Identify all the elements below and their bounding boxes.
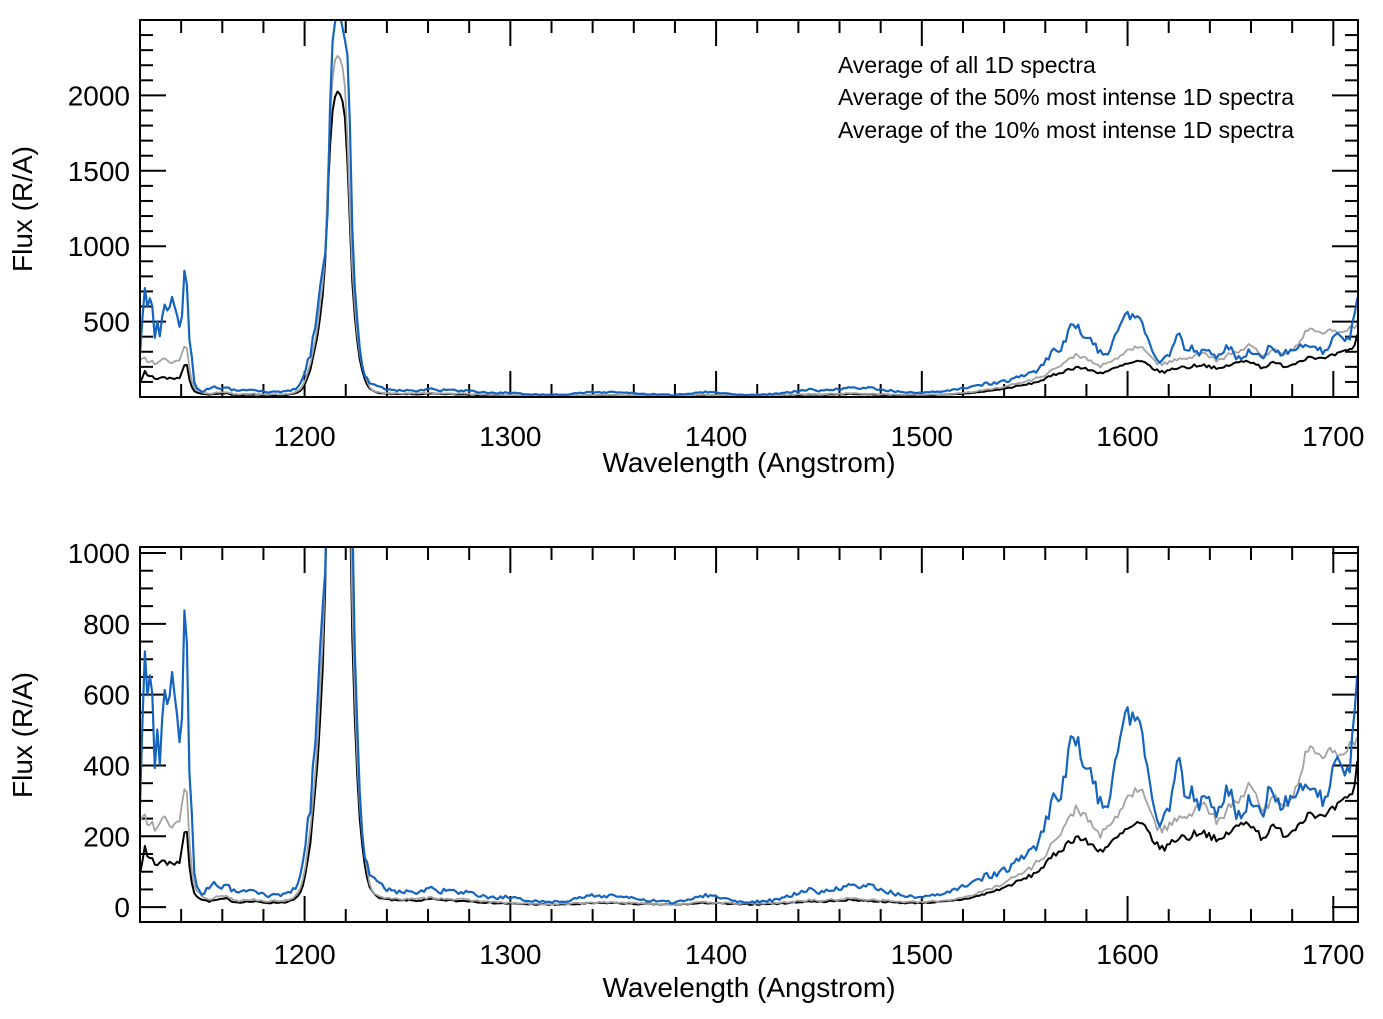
top-xaxis-label: Wavelength (Angstrom) (602, 447, 895, 478)
y-tick-label: 400 (83, 750, 130, 781)
series-line-1 (140, 547, 1358, 906)
x-tick-label: 1500 (891, 939, 953, 970)
plot-box (139, 546, 1359, 923)
y-tick-label: 500 (83, 307, 130, 338)
x-tick-label: 1400 (685, 939, 747, 970)
x-tick-label: 1200 (273, 421, 335, 452)
y-tick-label: 1500 (68, 156, 130, 187)
legend: Average of all 1D spectra Average of the… (838, 52, 1294, 143)
top-panel: 1200 1300 1400 1500 1600 1700 500 1000 1500 2000 (68, 19, 1364, 452)
y-tick-label: 1000 (68, 538, 130, 569)
legend-entry-10-percent: Average of the 10% most intense 1D spect… (838, 117, 1294, 143)
bottom-xaxis-label: Wavelength (Angstrom) (602, 972, 895, 1003)
x-tick-label: 1400 (685, 421, 747, 452)
y-tick-label: 2000 (68, 80, 130, 111)
series-line-2 (140, 20, 1358, 397)
series-line-2 (140, 547, 1358, 905)
x-tick-label: 1700 (1302, 939, 1364, 970)
y-tick-label: 1000 (68, 231, 130, 262)
legend-entry-50-percent: Average of the 50% most intense 1D spect… (838, 84, 1294, 110)
x-tick-label: 1600 (1096, 421, 1158, 452)
curves-group (140, 547, 1358, 906)
x-tick-label: 1500 (891, 421, 953, 452)
x-tick-label: 1700 (1302, 421, 1364, 452)
y-tick-label: 800 (83, 609, 130, 640)
y-tick-label: 200 (83, 821, 130, 852)
series-line-0 (140, 547, 1358, 906)
y-tick-label: 0 (114, 892, 130, 923)
x-tick-label: 1300 (479, 421, 541, 452)
y-tick-label: 600 (83, 680, 130, 711)
legend-entry-all-spectra: Average of all 1D spectra (838, 52, 1096, 78)
x-tick-label: 1300 (479, 939, 541, 970)
bottom-panel: 1200 1300 1400 1500 1600 1700 0 200 400 600 800 100… (68, 538, 1365, 970)
plot-box (139, 19, 1359, 398)
bottom-yaxis-label: Flux (R/A) (7, 672, 38, 798)
curves-group (140, 20, 1358, 397)
top-yaxis-label: Flux (R/A) (7, 146, 38, 272)
x-tick-label: 1600 (1096, 939, 1158, 970)
x-tick-label: 1200 (273, 939, 335, 970)
